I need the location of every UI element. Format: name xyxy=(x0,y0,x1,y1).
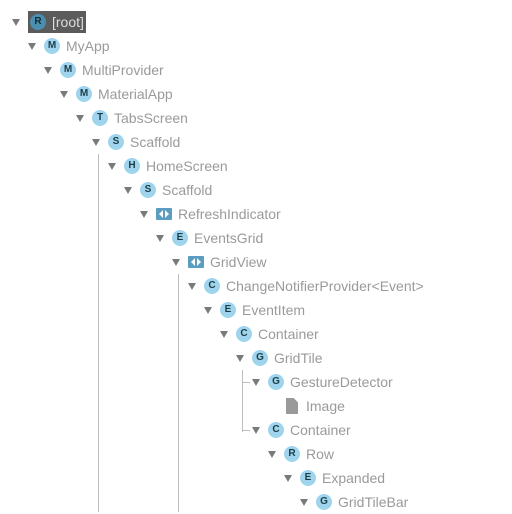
tree-guide-line xyxy=(242,430,250,431)
tree-node-scaffold[interactable]: S Scaffold xyxy=(124,178,212,202)
tree-node-row[interactable]: R Row xyxy=(268,442,334,466)
expand-arrow-icon[interactable] xyxy=(76,114,84,122)
expand-arrow-icon[interactable] xyxy=(220,330,228,338)
expand-arrow-icon[interactable] xyxy=(12,18,20,26)
node-label: EventsGrid xyxy=(194,230,264,246)
node-badge: M xyxy=(76,86,92,102)
file-icon xyxy=(286,398,298,414)
expand-arrow-icon[interactable] xyxy=(204,306,212,314)
node-label: GestureDetector xyxy=(290,374,393,390)
node-badge: G xyxy=(252,350,268,366)
node-badge: C xyxy=(268,422,284,438)
expand-arrow-icon[interactable] xyxy=(60,90,68,98)
node-badge: E xyxy=(300,470,316,486)
node-badge: R xyxy=(30,14,46,30)
node-label: Image xyxy=(306,398,345,414)
node-label: Scaffold xyxy=(130,134,181,150)
node-badge: G xyxy=(316,494,332,510)
node-badge: C xyxy=(204,278,220,294)
tree-node-gridtile[interactable]: G GridTile xyxy=(236,346,323,370)
tree-node-changenotifierprovider[interactable]: C ChangeNotifierProvider<Event> xyxy=(188,274,424,298)
node-label: MaterialApp xyxy=(98,86,173,102)
tree-node-container[interactable]: C Container xyxy=(252,418,351,442)
expand-arrow-icon[interactable] xyxy=(284,474,292,482)
tree-node-materialapp[interactable]: M MaterialApp xyxy=(60,82,173,106)
tree-node-tabsscreen[interactable]: T TabsScreen xyxy=(76,106,188,130)
node-label: EventItem xyxy=(242,302,306,318)
tree-node-myapp[interactable]: M MyApp xyxy=(28,34,110,58)
node-badge: M xyxy=(44,38,60,54)
expand-arrow-icon[interactable] xyxy=(252,426,260,434)
expand-arrow-icon[interactable] xyxy=(28,42,36,50)
expand-arrow-icon[interactable] xyxy=(108,162,116,170)
expand-arrow-icon[interactable] xyxy=(44,66,52,74)
node-badge: M xyxy=(60,62,76,78)
expand-arrow-icon[interactable] xyxy=(236,354,244,362)
node-badge: T xyxy=(92,110,108,126)
node-badge: E xyxy=(220,302,236,318)
tree-node-eventsgrid[interactable]: E EventsGrid xyxy=(156,226,263,250)
node-label: GridTileBar xyxy=(338,494,409,510)
expand-arrow-icon[interactable] xyxy=(188,282,196,290)
node-badge: R xyxy=(284,446,300,462)
tree-node-gridtilebar[interactable]: G GridTileBar xyxy=(300,490,408,514)
expand-arrow-icon[interactable] xyxy=(124,186,132,194)
tree-node-multiprovider[interactable]: M MultiProvider xyxy=(44,58,164,82)
tree-node-homescreen[interactable]: H HomeScreen xyxy=(108,154,228,178)
tree-node-gridview[interactable]: GridView xyxy=(172,250,267,274)
expand-arrow-icon[interactable] xyxy=(252,378,260,386)
node-label: Scaffold xyxy=(162,182,213,198)
node-label: TabsScreen xyxy=(114,110,188,126)
tree-node-gesturedetector[interactable]: G GestureDetector xyxy=(252,370,393,394)
expand-arrow-icon[interactable] xyxy=(92,138,100,146)
node-label: Row xyxy=(306,446,335,462)
node-badge: E xyxy=(172,230,188,246)
tree-node-expanded[interactable]: E Expanded xyxy=(284,466,385,490)
node-badge: G xyxy=(268,374,284,390)
node-label: RefreshIndicator xyxy=(178,206,281,222)
tree-guide-line xyxy=(242,382,250,383)
node-label: GridTile xyxy=(274,350,323,366)
tree-guide-line xyxy=(178,274,179,512)
node-label: MultiProvider xyxy=(82,62,164,78)
node-badge: C xyxy=(236,326,252,342)
node-badge: S xyxy=(108,134,124,150)
node-label: [root] xyxy=(52,14,84,30)
expand-arrow-icon[interactable] xyxy=(140,210,148,218)
tree-node-eventitem[interactable]: E EventItem xyxy=(204,298,305,322)
node-badge: S xyxy=(140,182,156,198)
node-label: ChangeNotifierProvider<Event> xyxy=(226,278,424,294)
tree-node-container[interactable]: C Container xyxy=(220,322,319,346)
widget-icon xyxy=(156,208,172,220)
node-badge: H xyxy=(124,158,140,174)
tree-node-refreshindicator[interactable]: RefreshIndicator xyxy=(140,202,281,226)
node-label: MyApp xyxy=(66,38,110,54)
tree-guide-line xyxy=(98,154,99,512)
tree-node-root[interactable]: R [root] xyxy=(12,10,86,34)
selected-node[interactable]: R [root] xyxy=(28,11,86,33)
expand-arrow-icon[interactable] xyxy=(300,498,308,506)
expand-arrow-icon[interactable] xyxy=(172,258,180,266)
node-label: HomeScreen xyxy=(146,158,228,174)
node-label: Container xyxy=(258,326,319,342)
tree-node-scaffold[interactable]: S Scaffold xyxy=(92,130,180,154)
tree-guide-line xyxy=(242,370,243,432)
tree-node-image[interactable]: Image xyxy=(268,394,345,418)
node-label: Container xyxy=(290,422,351,438)
node-label: Expanded xyxy=(322,470,386,486)
widget-icon xyxy=(188,256,204,268)
expand-arrow-icon[interactable] xyxy=(268,450,276,458)
expand-arrow-icon[interactable] xyxy=(156,234,164,242)
node-label: GridView xyxy=(210,254,267,270)
